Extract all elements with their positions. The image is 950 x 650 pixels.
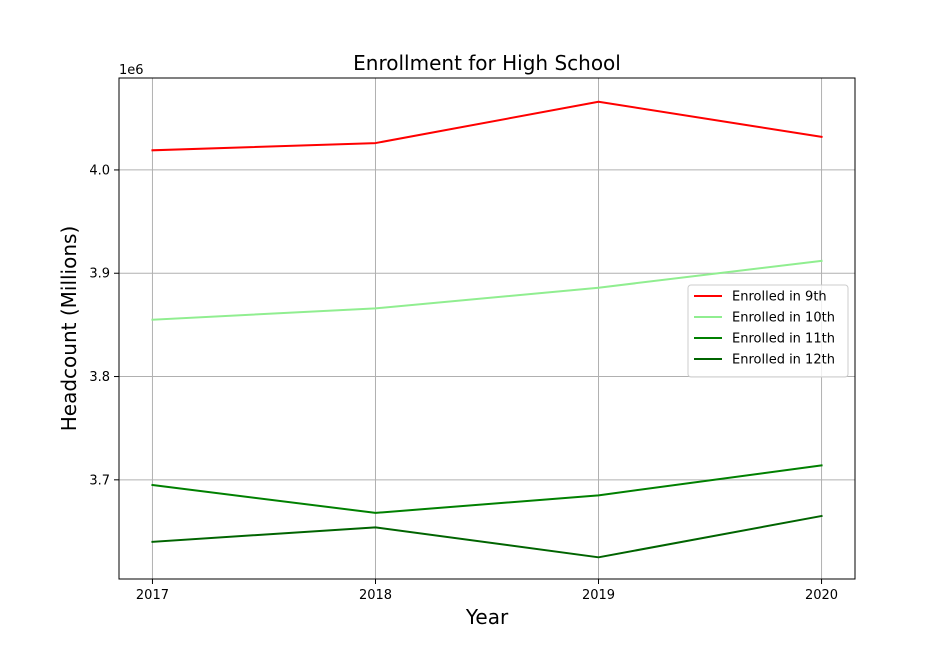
x-tick-label: 2020	[805, 588, 838, 603]
x-tick-label: 2018	[359, 588, 392, 603]
chart-title: Enrollment for High School	[353, 51, 621, 75]
series-line-enrolled-in-9th	[151, 100, 823, 152]
legend-label: Enrolled in 9th	[732, 290, 827, 305]
grid	[119, 78, 855, 579]
plot-frame	[118, 77, 856, 580]
x-tick-label: 2019	[582, 588, 615, 603]
x-axis-label: Year	[465, 605, 509, 629]
series-line-enrolled-in-11th	[151, 464, 823, 514]
y-tick-label: 3.9	[89, 267, 110, 282]
y-axis: 3.7 3.8 3.9 4.0	[89, 163, 119, 488]
series-line-enrolled-in-10th	[151, 259, 823, 321]
series-lines	[151, 100, 823, 559]
y-axis-offset-label: 1e6	[119, 63, 144, 78]
legend-label: Enrolled in 11th	[732, 332, 835, 347]
series-line-enrolled-in-12th	[151, 514, 823, 559]
y-axis-label: Headcount (Millions)	[57, 226, 81, 432]
x-tick-label: 2017	[136, 588, 169, 603]
legend-label: Enrolled in 12th	[732, 353, 835, 368]
y-tick-label: 4.0	[89, 163, 110, 178]
legend: Enrolled in 9th Enrolled in 10th Enrolled …	[687, 284, 849, 378]
legend-label: Enrolled in 10th	[732, 311, 835, 326]
y-tick-label: 3.7	[89, 473, 110, 488]
y-tick-label: 3.8	[89, 370, 110, 385]
legend-box	[687, 284, 849, 378]
x-axis: 2017 2018 2019 2020	[136, 579, 838, 603]
